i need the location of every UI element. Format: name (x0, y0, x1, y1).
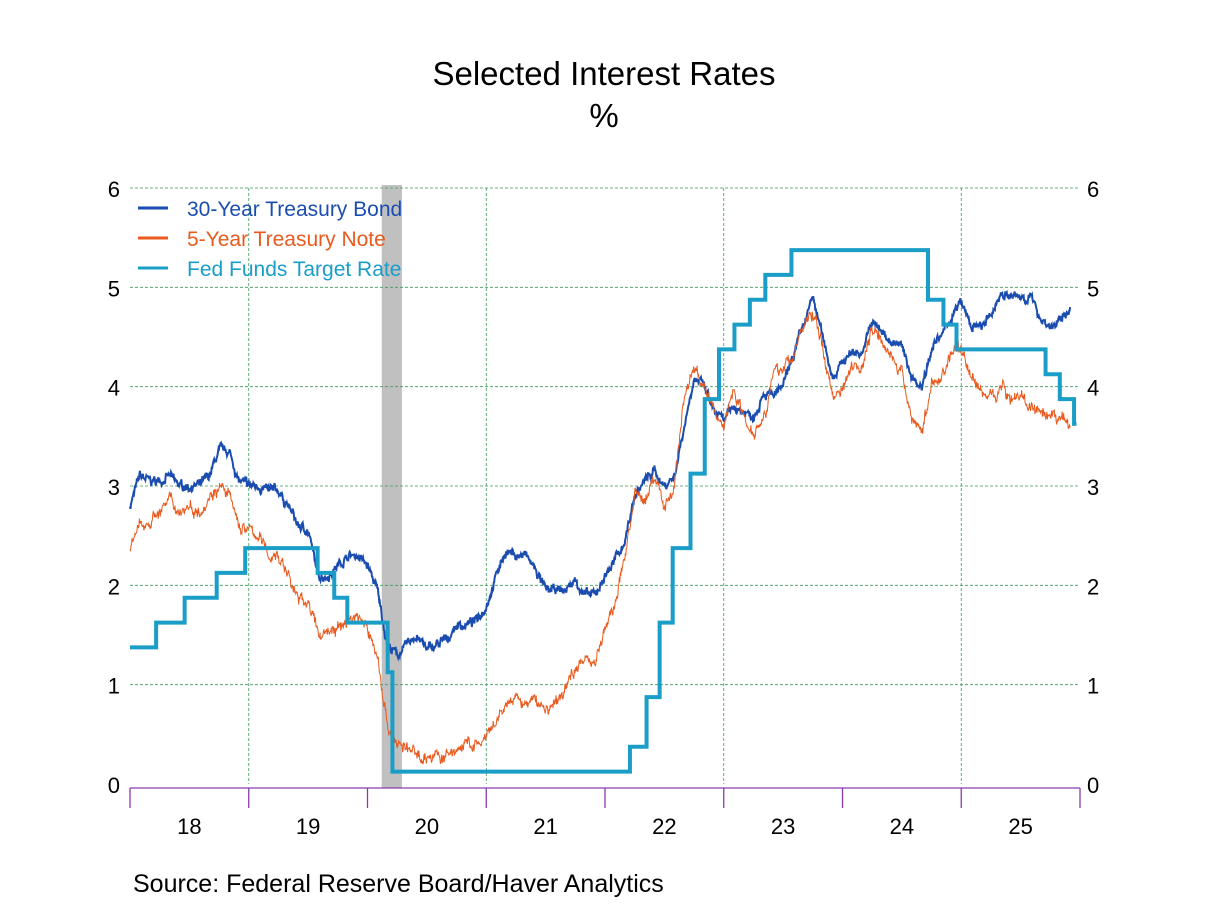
legend: 30-Year Treasury Bond 5-Year Treasury Not… (138, 198, 402, 281)
y-tick-label-left: 1 (108, 674, 120, 699)
legend-label-note5: 5-Year Treasury Note (187, 228, 386, 251)
y-tick-label-right: 3 (1087, 475, 1099, 500)
x-tick-label: 24 (890, 814, 914, 839)
series-bond30 (129, 289, 1072, 662)
y-tick-label-left: 6 (108, 177, 120, 202)
y-tick-label-left: 5 (108, 276, 120, 301)
y-tick-label-right: 1 (1087, 674, 1099, 699)
y-tick-label-right: 0 (1087, 773, 1099, 798)
legend-label-fedfunds: Fed Funds Target Rate (187, 258, 401, 281)
source-note: Source: Federal Reserve Board/Haver Anal… (133, 870, 664, 898)
x-tick-label: 20 (415, 814, 439, 839)
y-tick-label-left: 0 (108, 773, 120, 798)
y-tick-label-left: 3 (108, 475, 120, 500)
chart-title: Selected Interest Rates (432, 55, 776, 92)
chart-subtitle: % (589, 97, 619, 134)
x-tick-label: 23 (771, 814, 795, 839)
x-tick-label: 21 (533, 814, 557, 839)
y-tick-label-right: 2 (1087, 574, 1099, 599)
x-tick-label: 25 (1008, 814, 1032, 839)
x-tick-label: 18 (177, 814, 201, 839)
x-tick-label: 22 (652, 814, 676, 839)
series-fedfunds (130, 248, 1077, 774)
y-tick-label-left: 4 (108, 376, 120, 401)
series-note5 (129, 311, 1071, 765)
y-tick-label-right: 6 (1087, 177, 1099, 202)
y-tick-label-right: 4 (1087, 376, 1099, 401)
y-tick-label-left: 2 (108, 574, 120, 599)
x-tick-label: 19 (296, 814, 320, 839)
legend-label-bond30: 30-Year Treasury Bond (187, 198, 402, 221)
y-tick-label-right: 5 (1087, 276, 1099, 301)
